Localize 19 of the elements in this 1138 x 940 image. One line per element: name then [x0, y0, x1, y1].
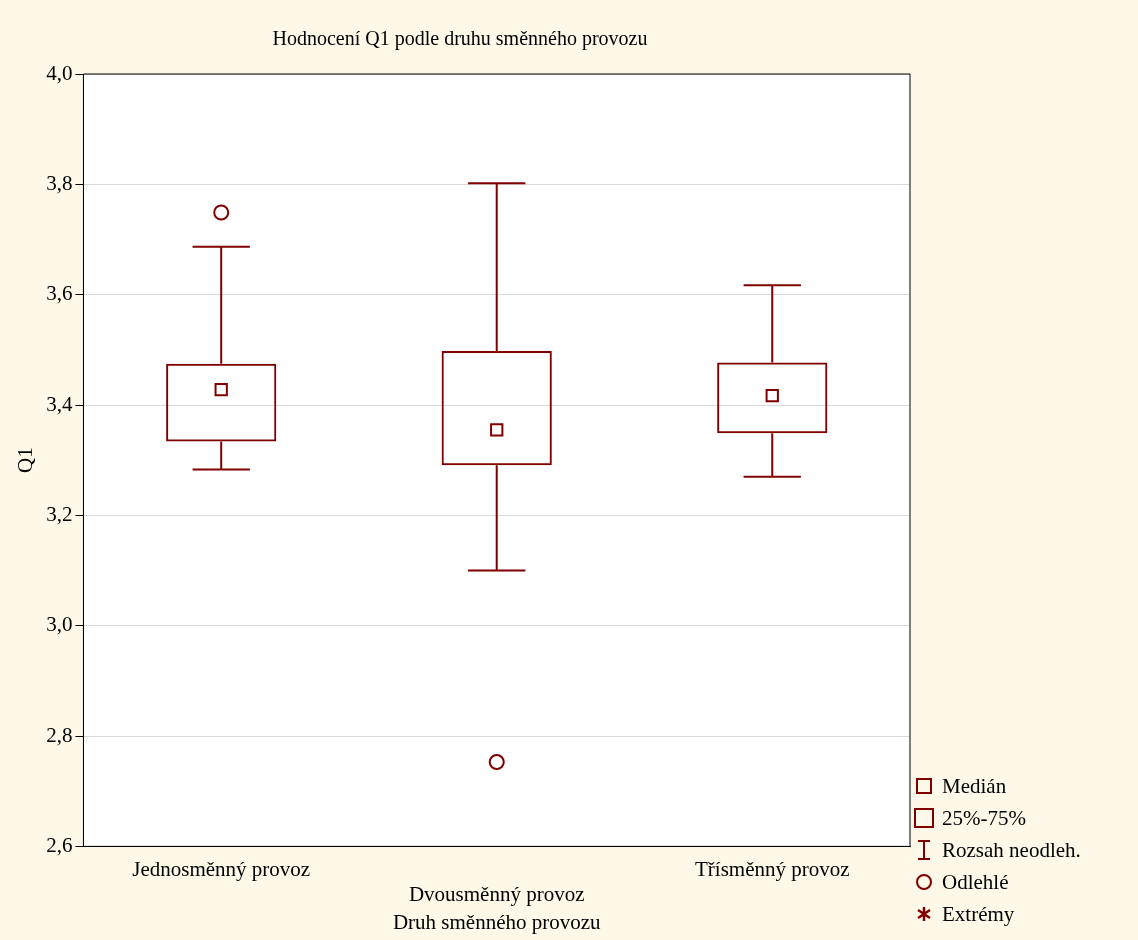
y-tick-label: 2,8: [46, 722, 73, 747]
y-tick-label: 3,2: [46, 501, 73, 526]
y-tick-label: 3,6: [46, 281, 73, 306]
y-tick-label: 3,4: [46, 391, 73, 416]
x-tick-label: Dvousměnný provoz: [408, 881, 585, 906]
text: Rozsah neodleh.: [942, 837, 1081, 863]
y-tick-label: 4,0: [46, 60, 73, 85]
x-tick-label: Jednosměnný provoz: [132, 856, 311, 881]
text: Medián: [942, 773, 1007, 799]
y-axis-title: Q1: [13, 447, 38, 474]
x-axis-title: Druh směnného provozu: [392, 909, 602, 934]
y-tick-label: 3,8: [46, 170, 73, 195]
text: Extrémy: [942, 901, 1015, 927]
y-tick-label: 2,6: [46, 832, 73, 857]
text: 25%-75%: [942, 805, 1026, 831]
y-tick-label: 3,0: [46, 612, 73, 637]
chart-title: Hodnocení Q1 podle druhu směnného provozu: [272, 27, 648, 51]
text: Odlehlé: [942, 869, 1009, 895]
x-tick-label: Třísměnný provoz: [694, 856, 850, 881]
